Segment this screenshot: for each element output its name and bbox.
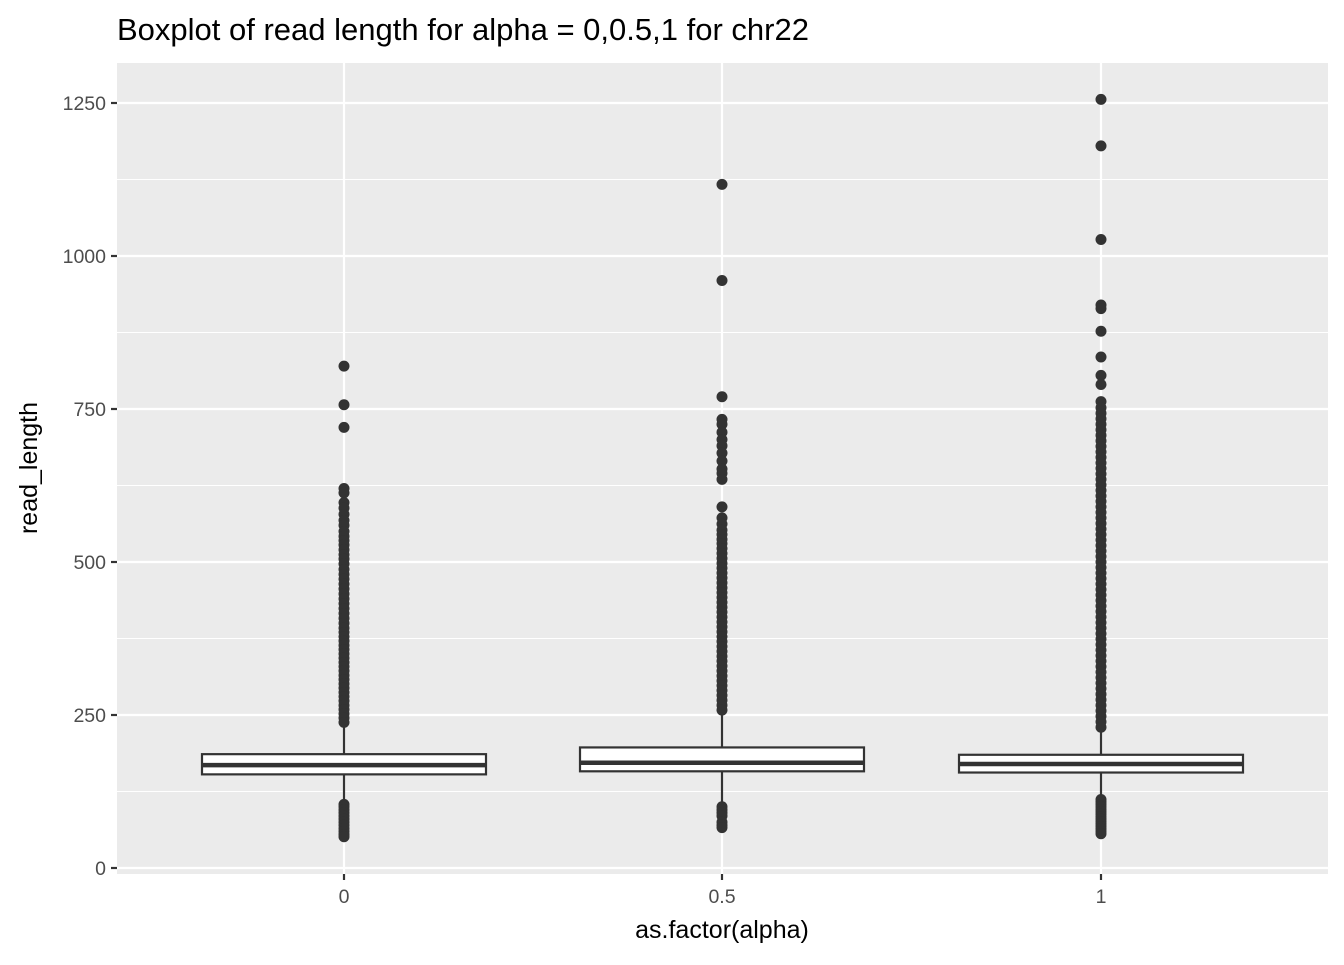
- outlier-point: [338, 399, 350, 411]
- outlier-point: [338, 716, 350, 728]
- outliers-0: [338, 360, 350, 843]
- outlier-point: [1095, 721, 1107, 733]
- outlier-point: [716, 274, 728, 286]
- outlier-point: [716, 447, 728, 459]
- outliers-1: [1095, 93, 1107, 840]
- outlier-point: [1095, 325, 1107, 337]
- x-tick-label: 1: [1096, 886, 1107, 908]
- outlier-point: [338, 360, 350, 372]
- box-0.5: [578, 711, 866, 804]
- outlier-point: [716, 178, 728, 190]
- y-tick-label: 250: [73, 705, 106, 727]
- outlier-point: [338, 831, 350, 843]
- outlier-point: [338, 487, 350, 499]
- outlier-point: [1095, 93, 1107, 105]
- x-axis-label: as.factor(alpha): [635, 916, 809, 944]
- boxes: [200, 711, 1245, 804]
- outlier-point: [1095, 140, 1107, 152]
- outlier-point: [1095, 379, 1107, 391]
- outliers: [338, 93, 1107, 843]
- y-axis-label: read_length: [15, 402, 43, 534]
- y-tick-label: 750: [73, 399, 106, 421]
- outlier-point: [716, 704, 728, 716]
- outlier-point: [716, 455, 728, 467]
- outlier-point: [716, 391, 728, 403]
- box-body: [578, 746, 866, 773]
- outlier-point: [1095, 233, 1107, 245]
- outliers-0.5: [716, 178, 728, 834]
- outlier-point: [1095, 351, 1107, 363]
- box-0: [200, 724, 488, 801]
- outlier-point: [338, 421, 350, 433]
- outlier-point: [1095, 369, 1107, 381]
- axes: 0 250 500 750 1000 1250 0 0.5 1: [63, 93, 1107, 908]
- y-tick-label: 0: [95, 858, 106, 880]
- y-tick-label: 1000: [63, 246, 107, 268]
- outlier-point: [1095, 828, 1107, 840]
- chart-title: Boxplot of read length for alpha = 0,0.5…: [117, 12, 809, 47]
- x-tick-label: 0: [339, 886, 350, 908]
- outlier-point: [716, 501, 728, 513]
- x-tick-label: 0.5: [708, 886, 735, 908]
- outlier-point: [716, 473, 728, 485]
- outlier-point: [1095, 303, 1107, 315]
- outlier-point: [716, 418, 728, 430]
- outlier-point: [716, 822, 728, 834]
- y-tick-label: 1250: [63, 93, 107, 115]
- box-1: [957, 728, 1245, 799]
- y-tick-label: 500: [73, 552, 106, 574]
